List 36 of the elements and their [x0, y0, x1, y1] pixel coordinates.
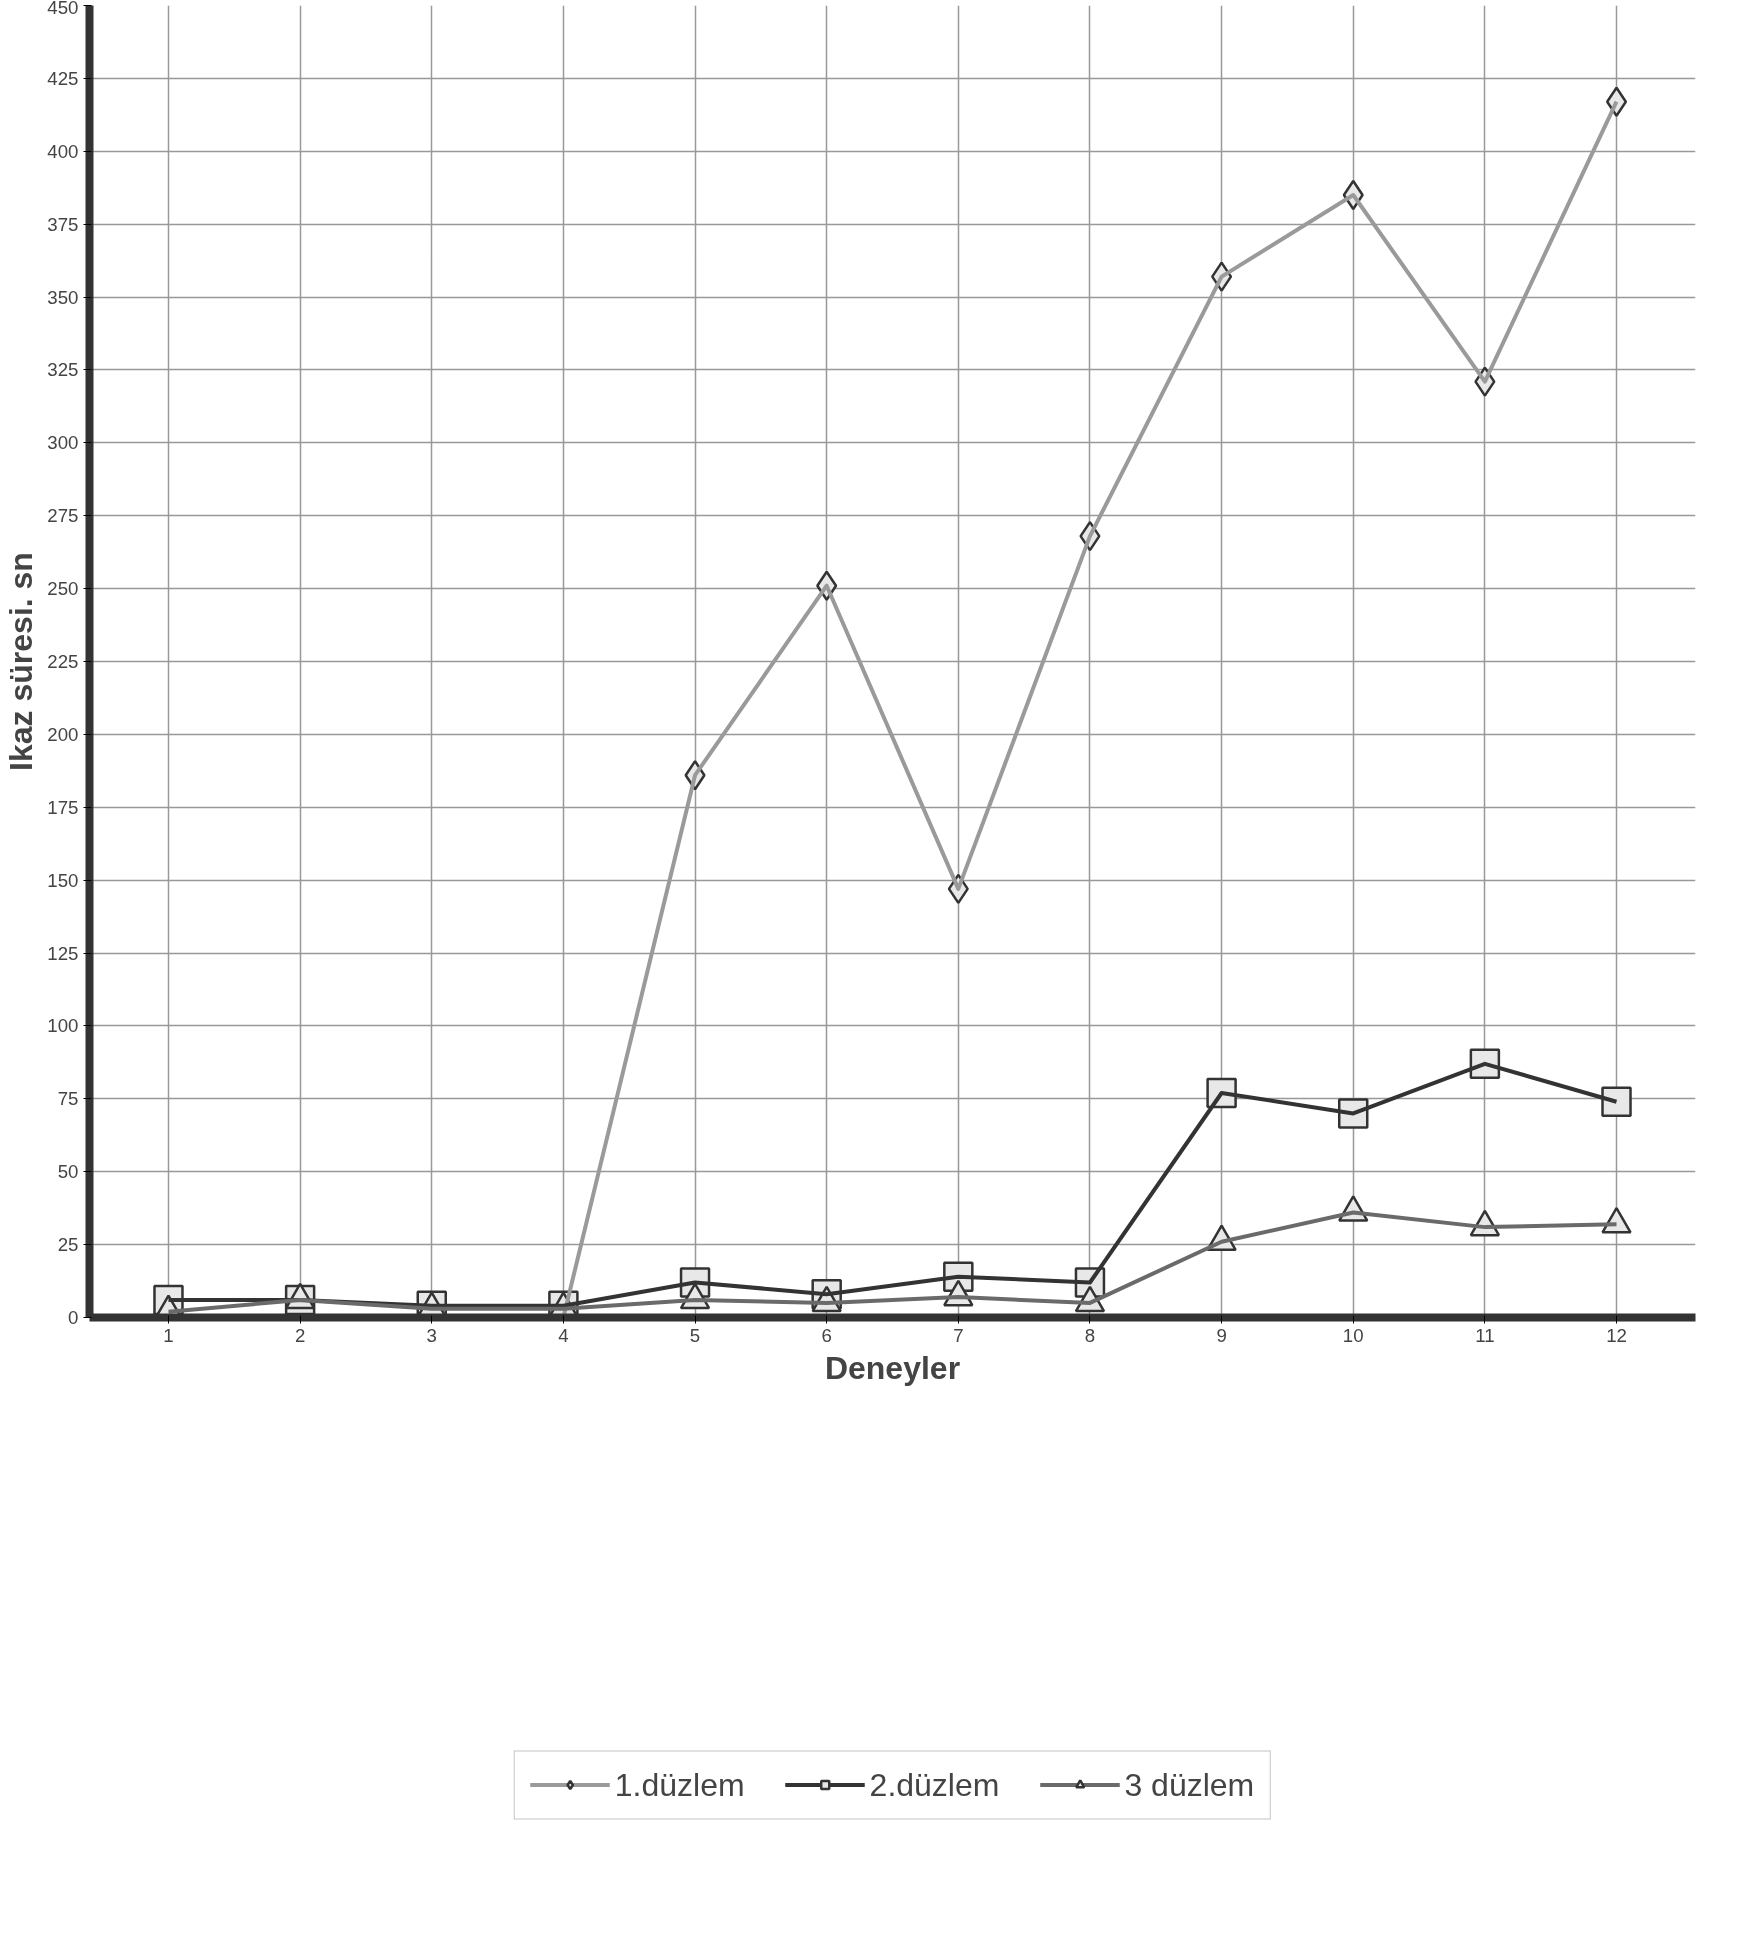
x-tick-label: 11 — [1475, 1324, 1495, 1346]
y-tick-label: 225 — [47, 651, 79, 672]
legend-label: 1.düzlem — [614, 1766, 745, 1804]
y-tick-label: 125 — [47, 942, 79, 964]
y-tick-label: 50 — [57, 1161, 79, 1183]
y-tick-label: 100 — [47, 1015, 79, 1037]
x-tick-label: 1 — [163, 1324, 174, 1346]
y-tick-label: 350 — [47, 286, 79, 308]
legend-label: 3 düzlem — [1124, 1766, 1255, 1804]
y-tick-label: 200 — [47, 723, 79, 745]
legend-label: 2.düzlem — [869, 1766, 1000, 1804]
x-tick-label: 4 — [558, 1324, 569, 1346]
y-tick-label: 0 — [68, 1307, 79, 1328]
y-tick-label: 250 — [47, 578, 79, 600]
x-tick-label: 12 — [1606, 1324, 1627, 1346]
y-tick-label: 450 — [47, 0, 79, 18]
x-tick-label: 7 — [953, 1324, 964, 1346]
x-tick-label: 8 — [1084, 1324, 1096, 1346]
y-tick-label: 275 — [47, 505, 79, 527]
x-tick-label: 6 — [821, 1324, 832, 1346]
x-tick-label: 3 — [426, 1324, 437, 1346]
x-tick-label: 5 — [689, 1324, 701, 1346]
x-tick-label: 10 — [1342, 1324, 1364, 1346]
y-axis-title: Ikaz süresi. sn — [3, 552, 40, 771]
y-tick-label: 175 — [47, 796, 79, 818]
y-tick-label: 400 — [47, 140, 79, 162]
x-tick-label: 2 — [294, 1324, 306, 1346]
y-tick-label: 325 — [47, 359, 79, 381]
x-tick-label: 9 — [1216, 1324, 1227, 1346]
x-axis-title: Deneyler — [824, 1349, 961, 1386]
y-tick-label: 150 — [47, 869, 79, 891]
y-tick-label: 75 — [57, 1088, 79, 1110]
y-tick-label: 425 — [47, 67, 79, 89]
y-tick-label: 375 — [47, 213, 79, 235]
y-tick-label: 25 — [57, 1234, 79, 1256]
y-tick-label: 300 — [47, 432, 79, 454]
